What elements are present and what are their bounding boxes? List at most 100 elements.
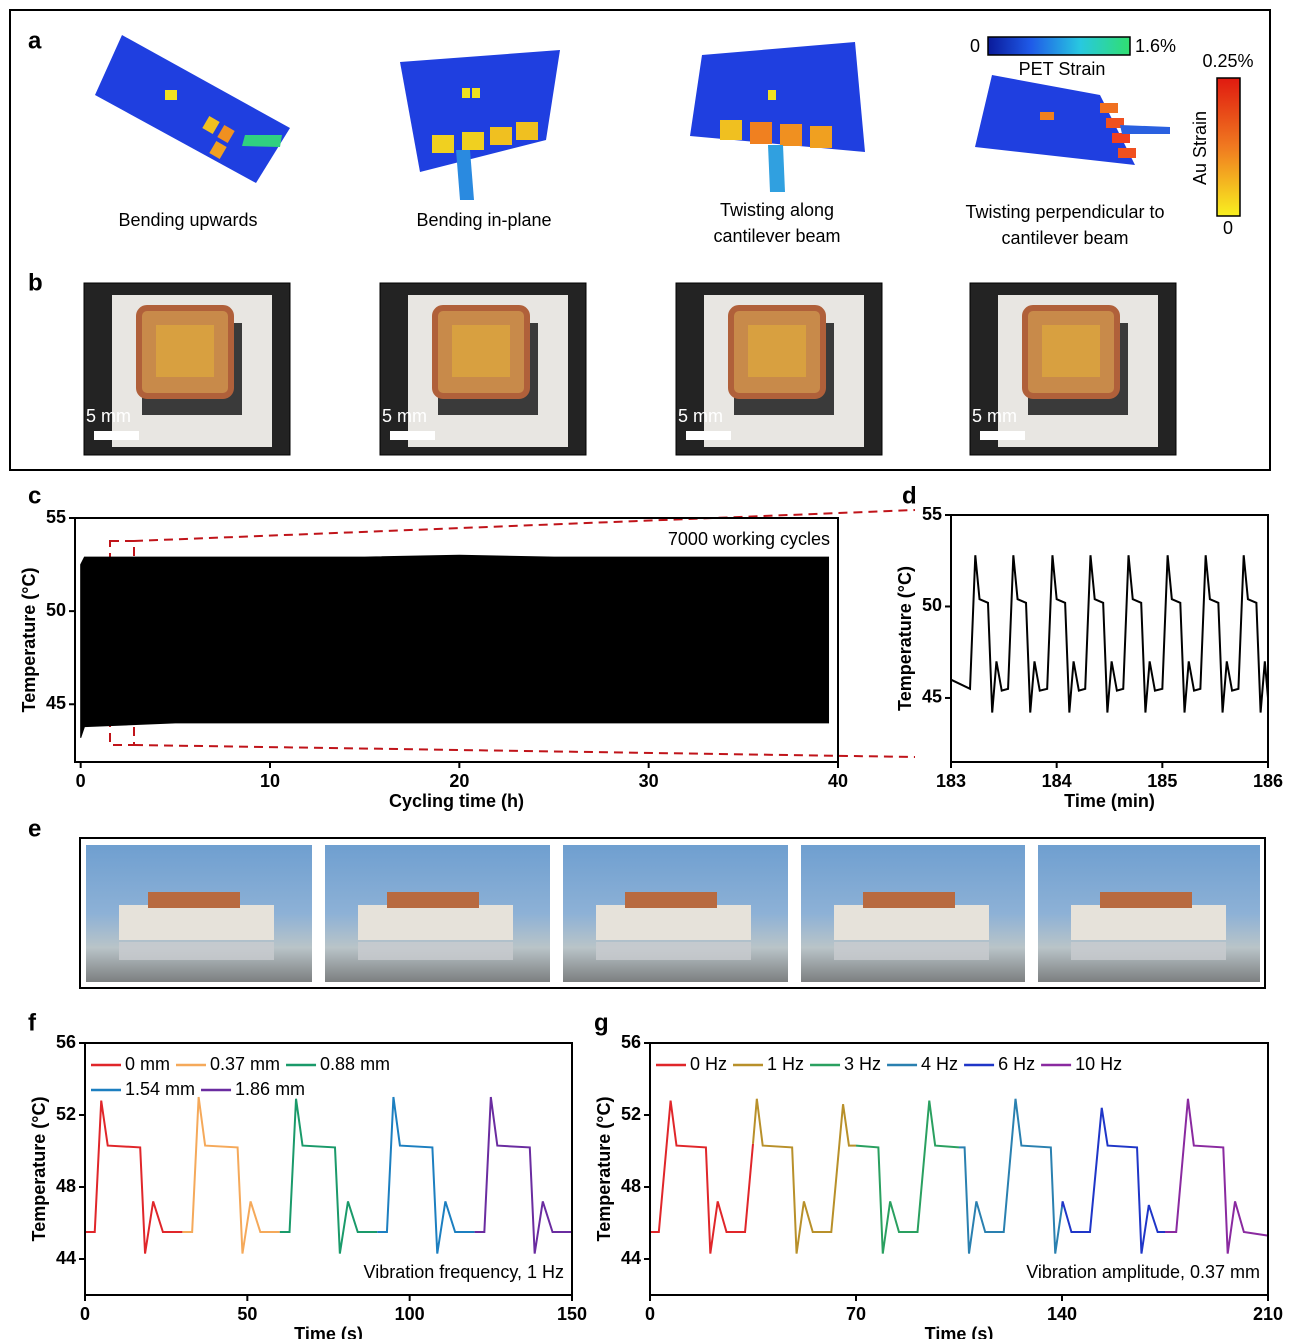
data-line xyxy=(377,1097,474,1254)
data-line xyxy=(951,555,1268,712)
x-tick-label: 183 xyxy=(936,771,966,791)
x-axis-title: Cycling time (h) xyxy=(389,791,524,811)
photo-reflection xyxy=(834,942,989,960)
panel-label: e xyxy=(28,815,41,842)
legend-label: 3 Hz xyxy=(844,1054,881,1074)
scale-label: 5 mm xyxy=(678,406,723,426)
photo-group xyxy=(84,283,1176,455)
x-tick-label: 0 xyxy=(76,771,86,791)
y-tick-label: 45 xyxy=(922,687,942,707)
chart: 0 50 100 150 44 48 52 56 Time (s) Temperature (°C… xyxy=(29,1032,587,1339)
photo-reflection xyxy=(119,942,274,960)
photo-slab xyxy=(834,905,989,940)
y-tick-label: 55 xyxy=(922,504,942,524)
legend-item: 4 Hz xyxy=(887,1054,958,1074)
y-tick-label: 50 xyxy=(922,595,942,615)
legend-label: 1 Hz xyxy=(767,1054,804,1074)
page: 010203040455055Cycling time (h)Temperatu… xyxy=(0,0,1300,1339)
x-tick-label: 20 xyxy=(449,771,469,791)
figure: 010203040455055Cycling time (h)Temperatu… xyxy=(0,0,1300,1339)
y-axis-title: Temperature (°C) xyxy=(19,568,39,713)
colorbar-label: PET Strain xyxy=(1019,59,1106,79)
panel-label: d xyxy=(902,482,917,509)
x-tick-label: 50 xyxy=(237,1304,257,1324)
x-tick-label: 186 xyxy=(1253,771,1283,791)
panel-label: b xyxy=(28,269,43,296)
scale-label: 5 mm xyxy=(86,406,131,426)
photo-device-core xyxy=(1042,325,1100,377)
legend-item: 0.88 mm xyxy=(286,1054,390,1074)
x-tick-label: 210 xyxy=(1253,1304,1283,1324)
legend-item: 3 Hz xyxy=(810,1054,881,1074)
au-colorbar xyxy=(1217,78,1240,216)
y-tick-label: 52 xyxy=(56,1104,76,1124)
x-axis-title: Time (min) xyxy=(1064,791,1155,811)
legend-label: 0 mm xyxy=(125,1054,170,1074)
x-axis-title: Time (s) xyxy=(294,1324,363,1339)
scale-bar xyxy=(390,431,435,440)
colorbar-min: 0 xyxy=(970,36,980,56)
legend-item: 0.37 mm xyxy=(176,1054,280,1074)
y-axis-title: Temperature (°C) xyxy=(594,1097,614,1242)
legend-item: 6 Hz xyxy=(964,1054,1035,1074)
y-tick-label: 44 xyxy=(56,1248,76,1268)
photo-slab xyxy=(1071,905,1226,940)
y-tick-label: 48 xyxy=(56,1176,76,1196)
caption: Bending in-plane xyxy=(416,210,551,230)
photo-device-core xyxy=(156,325,214,377)
x-tick-label: 185 xyxy=(1147,771,1177,791)
colorbar-min: 0 xyxy=(1223,218,1233,238)
photo-reflection xyxy=(1071,942,1226,960)
pet-colorbar xyxy=(988,37,1130,55)
x-tick-label: 30 xyxy=(639,771,659,791)
cycling-band xyxy=(81,555,829,738)
panel-label: f xyxy=(28,1009,37,1036)
legend-item: 1 Hz xyxy=(733,1054,804,1074)
photo-reflection xyxy=(358,942,513,960)
data-line xyxy=(959,1099,1062,1254)
photo-device xyxy=(625,892,717,908)
annotation: 7000 working cycles xyxy=(668,529,830,549)
data-line xyxy=(182,1097,279,1254)
scale-bar xyxy=(686,431,731,440)
x-tick-label: 70 xyxy=(846,1304,866,1324)
colorbar-label: Au Strain xyxy=(1190,111,1210,185)
chart: 183184185186455055Time (min)Temperature … xyxy=(895,504,1283,811)
y-tick-label: 56 xyxy=(56,1032,76,1052)
photo-device-core xyxy=(748,325,806,377)
legend-item: 0 Hz xyxy=(656,1054,727,1074)
annotation: Vibration amplitude, 0.37 mm xyxy=(1026,1262,1260,1282)
y-tick-label: 45 xyxy=(46,693,66,713)
x-tick-label: 0 xyxy=(645,1304,655,1324)
y-tick-label: 52 xyxy=(621,1104,641,1124)
x-tick-label: 150 xyxy=(557,1304,587,1324)
legend-item: 1.86 mm xyxy=(201,1079,305,1099)
photo-slab xyxy=(358,905,513,940)
x-tick-label: 0 xyxy=(80,1304,90,1324)
device-render xyxy=(690,42,865,192)
caption: Twisting along xyxy=(720,200,834,220)
plot-frame xyxy=(650,1043,1268,1295)
x-tick-label: 40 xyxy=(828,771,848,791)
data-line xyxy=(1062,1108,1165,1254)
data-line xyxy=(1165,1099,1268,1254)
y-axis-title: Temperature (°C) xyxy=(895,566,915,711)
y-tick-label: 55 xyxy=(46,507,66,527)
legend-label: 6 Hz xyxy=(998,1054,1035,1074)
legend-label: 0.37 mm xyxy=(210,1054,280,1074)
colorbar-max: 1.6% xyxy=(1135,36,1176,56)
y-axis-title: Temperature (°C) xyxy=(29,1097,49,1242)
y-tick-label: 44 xyxy=(621,1248,641,1268)
legend-label: 1.54 mm xyxy=(125,1079,195,1099)
colorbar-max: 0.25% xyxy=(1202,51,1253,71)
legend-item: 0 mm xyxy=(91,1054,170,1074)
panel-label: c xyxy=(28,482,41,509)
caption: cantilever beam xyxy=(713,226,840,246)
x-tick-label: 100 xyxy=(395,1304,425,1324)
photo-device xyxy=(148,892,240,908)
photo-device xyxy=(863,892,955,908)
photo-group xyxy=(86,845,1260,982)
annotation: Vibration frequency, 1 Hz xyxy=(364,1262,564,1282)
device-render xyxy=(95,35,290,183)
